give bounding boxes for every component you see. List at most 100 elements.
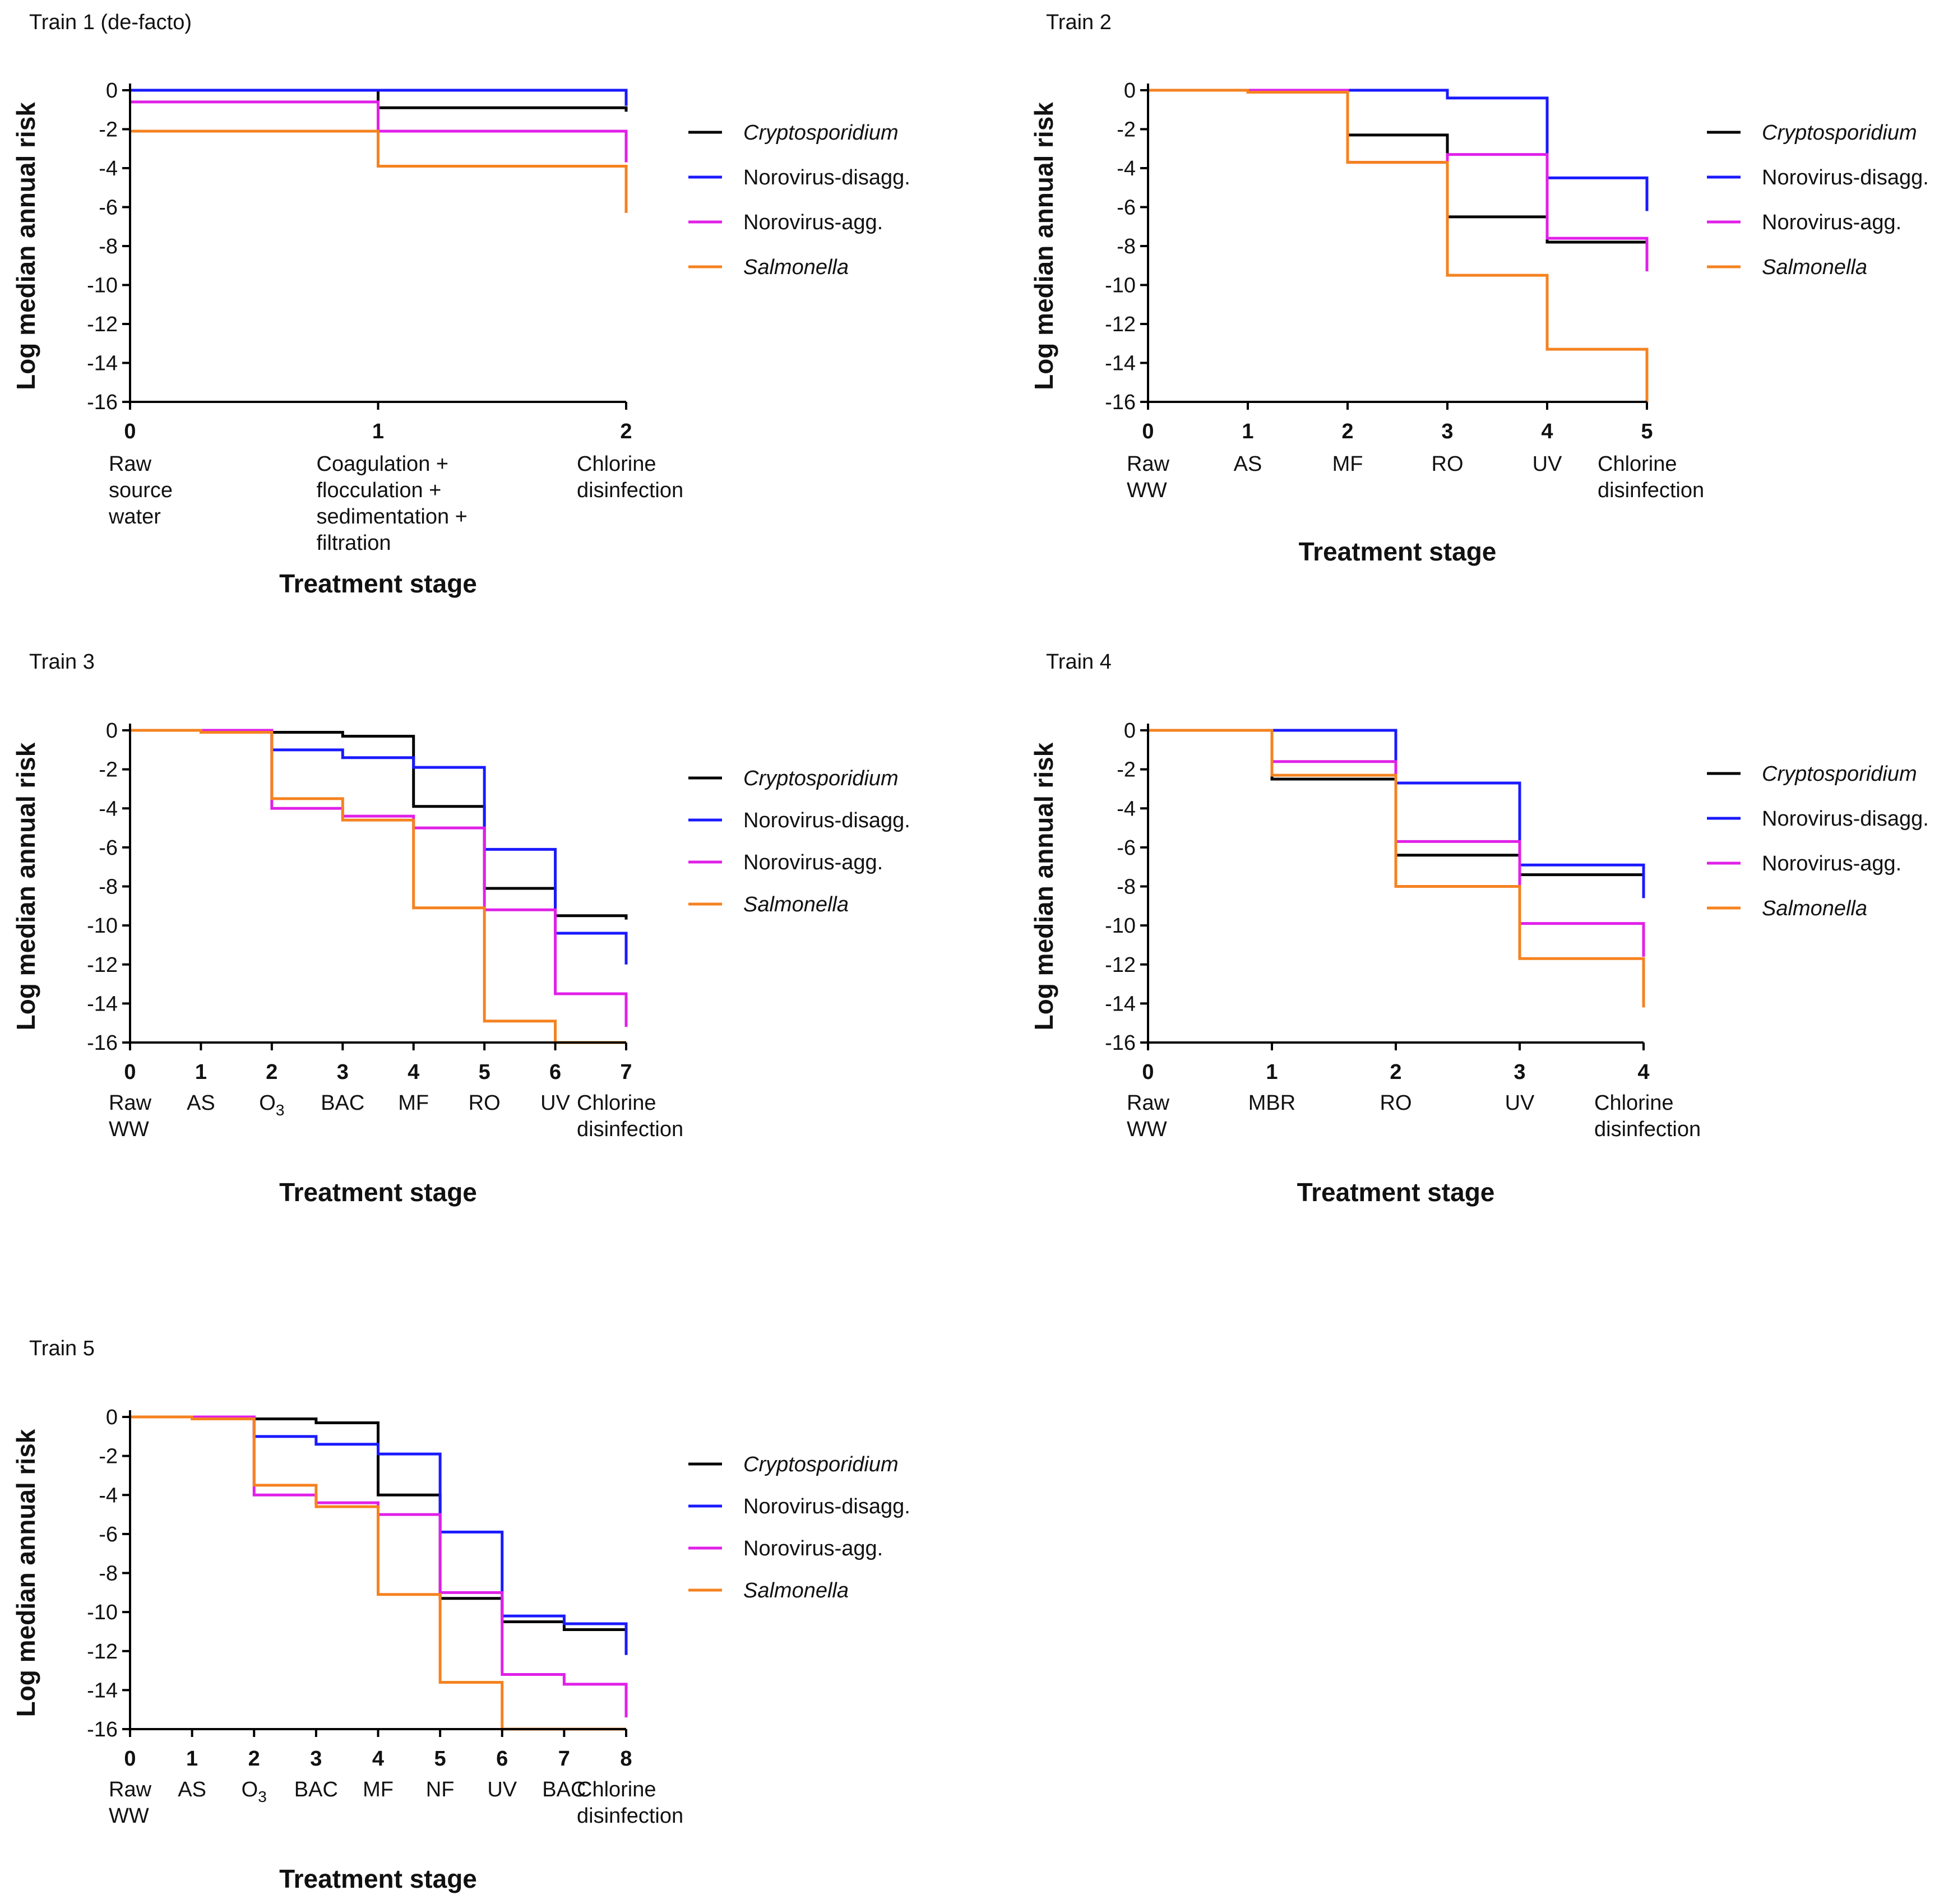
x-axis-title: Treatment stage [279,1864,477,1893]
x-tick-label: 5 [1641,420,1653,443]
y-tick-label: -14 [87,992,118,1016]
series-line-norovirus-disagg [1148,729,1645,898]
x-tick-label: 2 [248,1747,260,1771]
legend-label-salmonella: Salmonella [1762,897,1867,920]
x-axis-title: Treatment stage [279,1178,477,1207]
y-tick-label: 0 [106,79,118,103]
chart-title: Train 2 [1046,11,1112,34]
legend-label-norovirus-disagg: Norovirus-disagg. [743,1495,910,1518]
y-tick-label: -4 [1117,157,1136,180]
stage-label: Coagulation + flocculation + sedimentation… [317,452,468,555]
y-tick-label: -10 [87,914,118,938]
y-tick-label: -16 [87,1718,118,1741]
y-tick-label: -14 [1105,352,1136,376]
y-axis-title: Log median annual risk [11,1429,40,1717]
x-tick-label: 6 [549,1060,561,1084]
stage-label: Chlorine disinfection [577,1778,683,1828]
legend: Cryptosporidium Norovirus-disagg. Noroviru… [688,767,910,916]
y-tick-label: -8 [99,1562,118,1586]
legend-label-norovirus-agg: Norovirus-agg. [743,211,883,234]
stage-label: MF [1332,452,1363,476]
x-tick-label: 5 [434,1747,446,1771]
stage-label: Raw WW [1127,1091,1170,1141]
y-tick-label: -4 [1117,797,1136,821]
legend-label-salmonella: Salmonella [743,893,849,916]
x-tick-label: 0 [1142,1060,1154,1084]
y-tick-label: -6 [1117,836,1136,860]
y-tick-label: -16 [1105,391,1136,414]
chart-title: Train 4 [1046,650,1112,674]
x-tick-label: 1 [186,1747,198,1771]
series-line-salmonella [130,129,628,213]
stage-label: RO [469,1091,501,1115]
x-tick-label: 0 [1142,420,1154,443]
y-tick-label: -10 [87,1601,118,1624]
y-tick-label: 0 [106,1406,118,1429]
y-tick-label: -16 [1105,1031,1136,1055]
x-tick-label: 1 [195,1060,207,1084]
stage-label: BAC [294,1778,338,1801]
x-tick-label: 3 [337,1060,349,1084]
chart-title: Train 5 [29,1337,95,1360]
series-line-norovirus-agg [1148,89,1649,272]
x-tick-label: 6 [496,1747,508,1771]
stage-label: Raw WW [109,1778,152,1828]
x-tick-label: 4 [1541,420,1553,443]
stage-label: BAC [542,1778,586,1801]
stage-label: MF [363,1778,394,1801]
stage-label: UV [1533,452,1562,476]
x-tick-label: 3 [1514,1060,1525,1084]
legend-label-norovirus-agg: Norovirus-agg. [1762,852,1901,875]
x-tick-label: 4 [372,1747,384,1771]
y-tick-label: -6 [99,836,118,860]
x-tick-label: 4 [1637,1060,1649,1084]
series-line-cryptosporidium [1148,89,1649,246]
stage-label: UV [540,1091,570,1115]
x-tick-label: 5 [479,1060,490,1084]
x-axis-title: Treatment stage [1297,1178,1495,1207]
x-tick-label: 3 [310,1747,322,1771]
x-tick-label: 2 [1341,420,1353,443]
legend-label-norovirus-disagg: Norovirus-disagg. [743,809,910,832]
y-tick-label: -10 [1105,274,1136,298]
y-tick-label: -16 [87,1031,118,1055]
y-tick-label: -6 [99,1523,118,1546]
y-tick-label: -6 [99,196,118,220]
y-tick-label: -4 [99,797,118,821]
legend-label-norovirus-disagg: Norovirus-disagg. [1762,807,1929,831]
legend-label-norovirus-agg: Norovirus-agg. [743,851,883,874]
y-axis-title: Log median annual risk [1029,102,1058,390]
stage-label: Raw WW [109,1091,152,1141]
y-tick-label: -8 [1117,875,1136,899]
y-tick-label: 0 [1124,719,1136,743]
x-tick-label: 7 [620,1060,632,1084]
stage-label: RO [1380,1091,1412,1115]
legend-label-salmonella: Salmonella [1762,256,1867,279]
y-tick-label: -14 [87,1679,118,1702]
series-line-norovirus-disagg [1148,89,1649,211]
legend-label-norovirus-agg: Norovirus-agg. [1762,211,1901,234]
legend: Cryptosporidium Norovirus-disagg. Noroviru… [688,1453,910,1602]
y-tick-label: 0 [1124,79,1136,103]
series-line-salmonella [130,729,626,1044]
y-tick-label: -12 [87,953,118,977]
y-tick-label: 0 [106,719,118,743]
y-axis-title: Log median annual risk [11,102,40,390]
y-tick-label: -2 [99,118,118,142]
series-line-salmonella [130,1415,626,1731]
y-tick-label: -4 [99,157,118,180]
series-line-norovirus-agg [130,729,628,1027]
y-tick-label: -12 [87,1640,118,1664]
y-tick-label: -4 [99,1484,118,1507]
x-tick-label: 2 [266,1060,277,1084]
stage-label: Chlorine disinfection [1594,1091,1701,1141]
legend-label-norovirus-agg: Norovirus-agg. [743,1537,883,1560]
legend: Cryptosporidium Norovirus-disagg. Noroviru… [1707,762,1929,920]
y-tick-label: -14 [1105,992,1136,1016]
y-tick-label: -8 [1117,235,1136,258]
stage-label: MF [398,1091,429,1115]
x-tick-label: 3 [1441,420,1453,443]
stage-label: MBR [1248,1091,1295,1115]
stage-label: AS [1234,452,1262,476]
